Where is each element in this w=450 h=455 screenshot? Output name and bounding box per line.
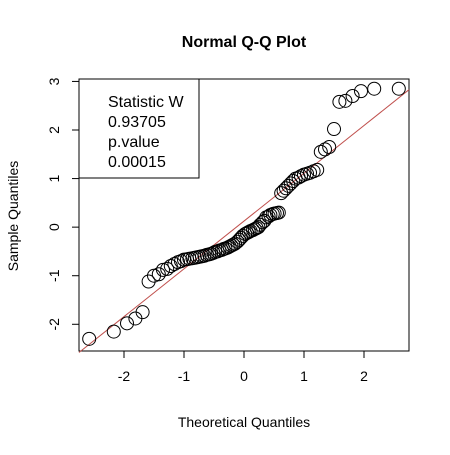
- data-point: [276, 183, 291, 198]
- x-axis-label: Theoretical Quantiles: [178, 414, 310, 430]
- data-point: [310, 162, 325, 177]
- data-point: [322, 140, 337, 154]
- data-point: [327, 122, 341, 137]
- y-axis: -2 -1 0 1 2 3: [46, 77, 79, 331]
- legend-line-4: 0.00015: [108, 154, 166, 171]
- data-point: [82, 331, 97, 346]
- data-point: [271, 205, 286, 220]
- data-point: [141, 274, 156, 289]
- legend-line-2: 0.93705: [108, 114, 166, 131]
- legend-box: [78, 78, 200, 179]
- data-point: [279, 181, 293, 196]
- y-tick-label: -1: [46, 269, 62, 282]
- reference-line: [78, 89, 410, 353]
- data-point: [367, 81, 382, 96]
- legend-line-3: p.value: [108, 134, 160, 151]
- data-point: [167, 257, 182, 272]
- data-point: [345, 89, 360, 103]
- data-point: [106, 324, 121, 339]
- data-point: [332, 94, 347, 109]
- legend: Statistic W 0.93705 p.value 0.00015: [78, 78, 200, 179]
- data-point: [281, 178, 296, 193]
- y-axis-label: Sample Quantiles: [5, 161, 21, 272]
- data-point: [274, 186, 289, 201]
- data-point: [338, 93, 353, 108]
- data-point: [230, 234, 245, 249]
- x-tick-label: 0: [240, 368, 248, 384]
- data-point: [135, 305, 150, 320]
- legend-line-1: Statistic W: [108, 94, 184, 111]
- y-tick-label: -2: [46, 318, 62, 331]
- x-axis: -2 -1 0 1 2: [118, 351, 368, 384]
- points-group: [82, 81, 406, 346]
- y-tick-label: 2: [46, 126, 62, 134]
- data-point: [318, 142, 332, 157]
- y-tick-label: 1: [46, 174, 62, 182]
- y-tick-label: 3: [46, 77, 62, 85]
- data-point: [283, 176, 298, 191]
- data-point: [120, 316, 134, 331]
- data-point: [313, 144, 328, 159]
- x-tick-label: 2: [360, 368, 368, 384]
- data-point: [174, 254, 188, 269]
- x-tick-label: -2: [118, 368, 131, 384]
- data-point: [151, 267, 166, 282]
- data-point: [354, 84, 368, 99]
- data-point: [391, 81, 406, 96]
- data-point: [294, 169, 308, 184]
- chart-title: Normal Q-Q Plot: [182, 34, 307, 51]
- data-point: [160, 261, 175, 276]
- y-tick-label: 0: [46, 223, 62, 231]
- x-tick-label: -1: [178, 368, 191, 384]
- x-tick-label: 1: [300, 368, 308, 384]
- reference-line-group: [78, 89, 410, 353]
